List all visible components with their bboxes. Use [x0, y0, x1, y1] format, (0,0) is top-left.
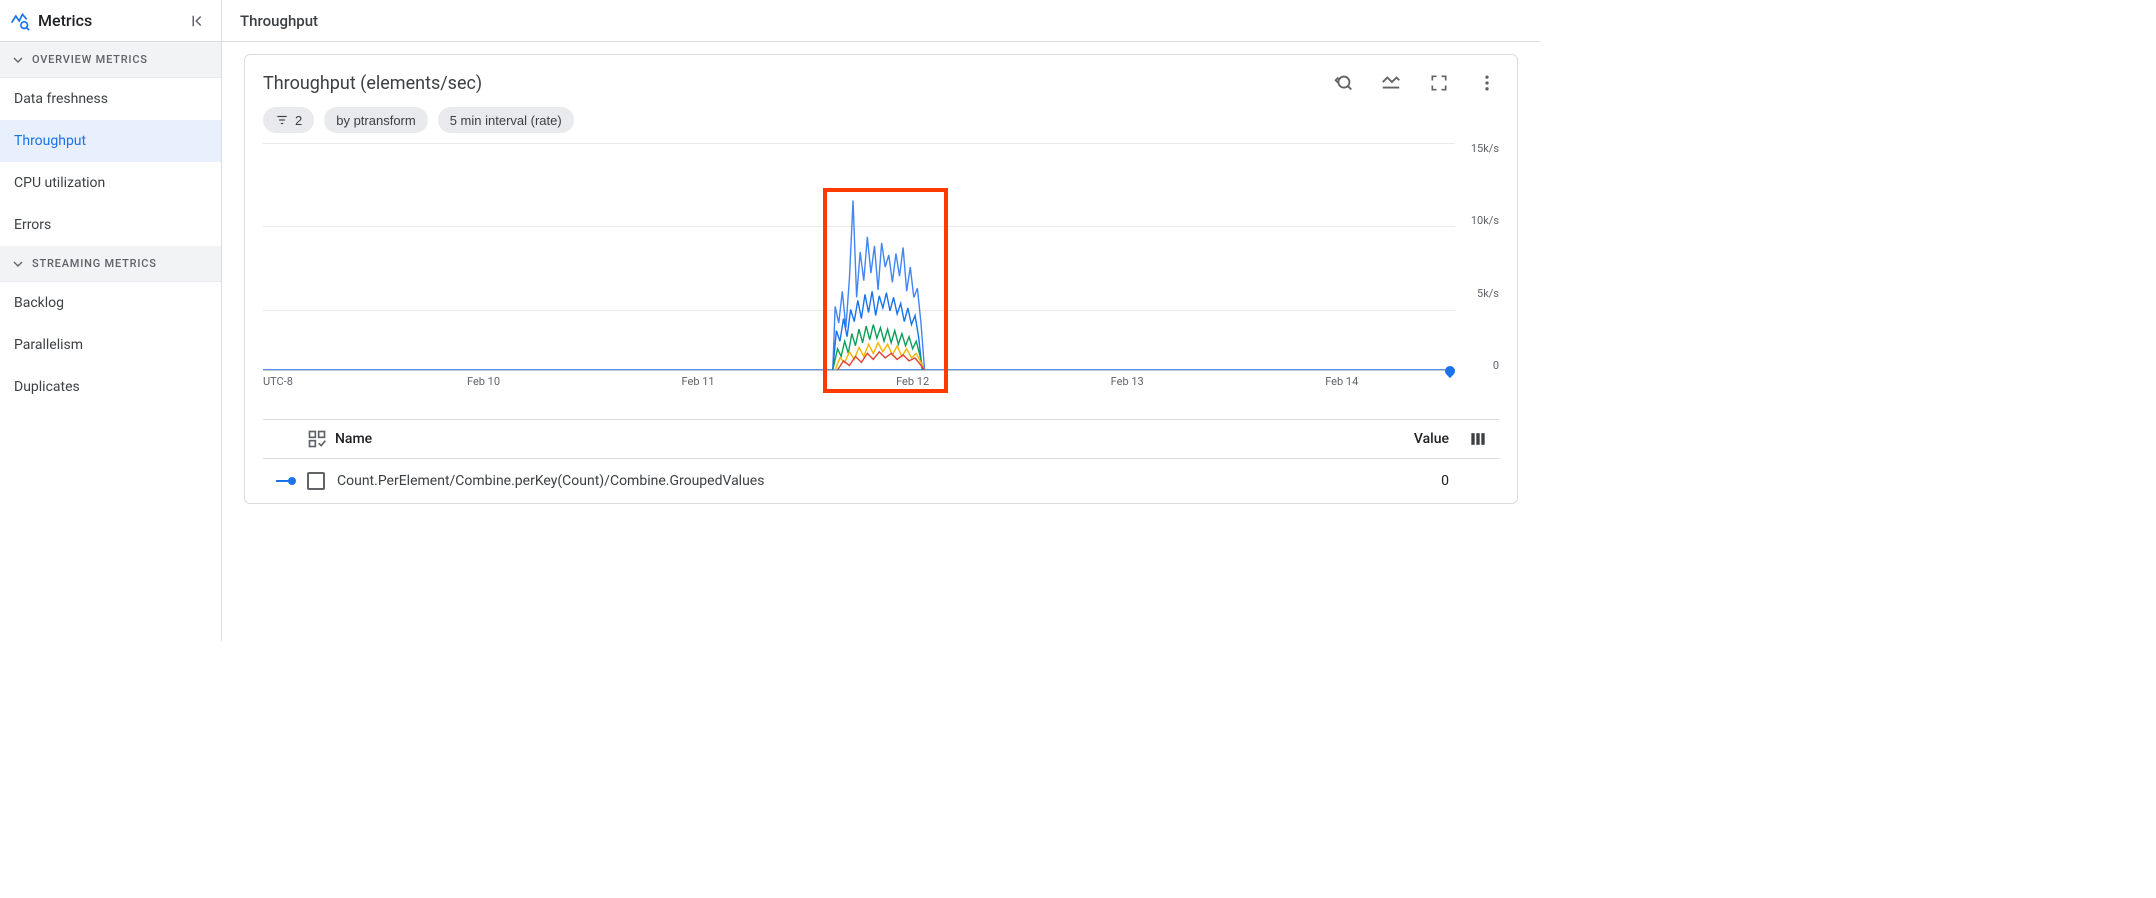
- legend-row[interactable]: Count.PerElement/Combine.perKey(Count)/C…: [263, 459, 1499, 503]
- y-tick: 15k/s: [1471, 143, 1499, 154]
- y-tick: 0: [1493, 360, 1499, 371]
- nav-item-cpu-utilization[interactable]: CPU utilization: [0, 162, 221, 204]
- x-tick: Feb 10: [467, 375, 500, 388]
- y-tick: 5k/s: [1477, 288, 1499, 299]
- legend-header: Name Value: [263, 419, 1499, 459]
- metrics-icon: [10, 11, 30, 31]
- content: Throughput (elements/sec): [222, 42, 1540, 641]
- reset-zoom-button[interactable]: [1331, 71, 1355, 95]
- y-tick: 10k/s: [1471, 215, 1499, 226]
- section-header-streaming[interactable]: STREAMING METRICS: [0, 246, 221, 282]
- sidebar: Metrics OVERVIEW METRICS Data freshness …: [0, 0, 222, 641]
- x-axis: UTC-8 Feb 10 Feb 11 Feb 12 Feb 13 Feb 14: [263, 371, 1455, 393]
- nav-item-duplicates[interactable]: Duplicates: [0, 366, 221, 408]
- fullscreen-button[interactable]: [1427, 71, 1451, 95]
- collapse-sidebar-button[interactable]: [185, 9, 209, 33]
- nav-item-errors[interactable]: Errors: [0, 204, 221, 246]
- nav-item-parallelism[interactable]: Parallelism: [0, 324, 221, 366]
- filter-count-label: 2: [295, 113, 302, 128]
- filter-count-chip[interactable]: 2: [263, 107, 314, 133]
- section-label: OVERVIEW METRICS: [32, 53, 148, 66]
- filter-icon: [275, 113, 289, 127]
- toggle-legend-button[interactable]: [1379, 71, 1403, 95]
- throughput-chart-card: Throughput (elements/sec): [244, 54, 1518, 504]
- groupby-label: by ptransform: [336, 113, 415, 128]
- groupby-chip[interactable]: by ptransform: [324, 107, 427, 133]
- chart-region: UTC-8 Feb 10 Feb 11 Feb 12 Feb 13 Feb 14…: [263, 143, 1499, 393]
- chevron-down-icon: [10, 256, 26, 272]
- x-tick: Feb 12: [896, 375, 929, 388]
- x-tick: Feb 14: [1325, 375, 1358, 388]
- timezone-label: UTC-8: [263, 375, 293, 388]
- chart-plot[interactable]: UTC-8 Feb 10 Feb 11 Feb 12 Feb 13 Feb 14: [263, 143, 1455, 393]
- chevron-left-icon: [188, 12, 206, 30]
- reset-zoom-icon: [1332, 72, 1354, 94]
- nav-item-data-freshness[interactable]: Data freshness: [0, 78, 221, 120]
- select-all-icon[interactable]: [307, 429, 327, 449]
- x-tick: Feb 11: [682, 375, 715, 388]
- sidebar-header: Metrics: [0, 0, 221, 42]
- section-header-overview[interactable]: OVERVIEW METRICS: [0, 42, 221, 78]
- legend-series-value: 0: [1441, 473, 1449, 489]
- legend-value-header: Value: [1414, 431, 1449, 447]
- chart-svg: [263, 143, 1455, 371]
- legend-checkbox[interactable]: [307, 472, 325, 490]
- interval-chip[interactable]: 5 min interval (rate): [438, 107, 574, 133]
- fullscreen-icon: [1429, 73, 1449, 93]
- page-title: Throughput: [222, 0, 1540, 42]
- section-label: STREAMING METRICS: [32, 257, 157, 270]
- legend-name-header: Name: [335, 431, 372, 447]
- nav-item-throughput[interactable]: Throughput: [0, 120, 221, 162]
- y-axis: 15k/s 10k/s 5k/s 0: [1455, 143, 1499, 393]
- more-options-button[interactable]: [1475, 71, 1499, 95]
- columns-icon: [1468, 429, 1488, 449]
- more-vert-icon: [1477, 73, 1497, 93]
- x-tick: Feb 13: [1111, 375, 1144, 388]
- nav-item-backlog[interactable]: Backlog: [0, 282, 221, 324]
- chevron-down-icon: [10, 52, 26, 68]
- chart-title: Throughput (elements/sec): [263, 73, 482, 94]
- sidebar-title: Metrics: [38, 11, 92, 30]
- main: Throughput Throughput (elements/sec): [222, 0, 1540, 641]
- chart-actions: [1331, 71, 1499, 95]
- interval-label: 5 min interval (rate): [450, 113, 562, 128]
- chart-filter-chips: 2 by ptransform 5 min interval (rate): [263, 107, 1499, 133]
- legend-icon: [1380, 72, 1402, 94]
- column-settings-button[interactable]: [1467, 428, 1489, 450]
- legend-series-name: Count.PerElement/Combine.perKey(Count)/C…: [337, 473, 764, 489]
- series-swatch: [271, 474, 295, 488]
